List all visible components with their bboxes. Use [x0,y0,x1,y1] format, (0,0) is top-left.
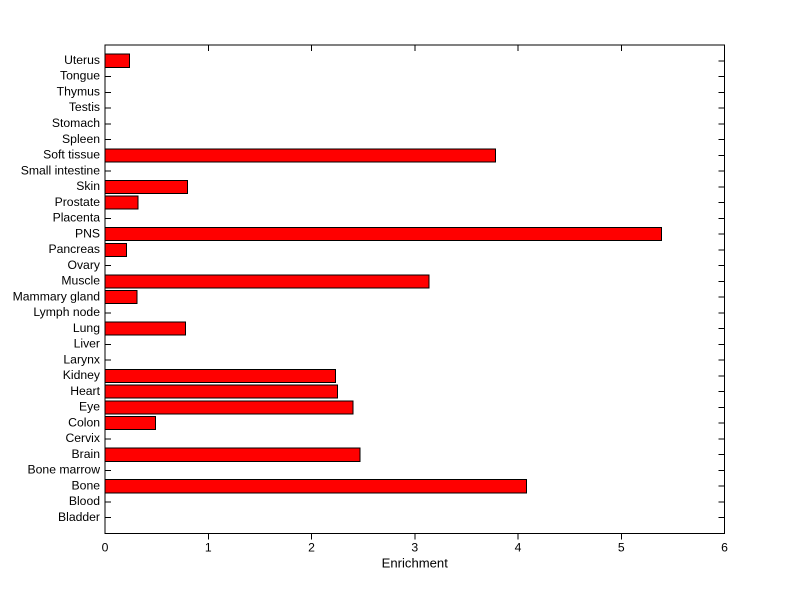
svg-text:Cervix: Cervix [65,431,100,445]
svg-text:Tongue: Tongue [60,69,100,83]
svg-text:Pancreas: Pancreas [49,242,101,256]
svg-text:Mammary gland: Mammary gland [13,289,100,303]
svg-text:Ovary: Ovary [67,258,100,272]
svg-text:Small intestine: Small intestine [21,163,100,177]
svg-text:Kidney: Kidney [63,368,101,382]
svg-text:3: 3 [411,541,418,555]
svg-text:PNS: PNS [75,226,100,240]
svg-text:2: 2 [308,541,315,555]
svg-text:Prostate: Prostate [55,195,101,209]
svg-text:4: 4 [515,541,522,555]
svg-text:Brain: Brain [72,447,100,461]
svg-text:Uterus: Uterus [64,53,100,67]
svg-text:Bone: Bone [72,478,101,492]
svg-text:Blood: Blood [69,494,100,508]
svg-text:Heart: Heart [70,384,100,398]
svg-text:Lymph node: Lymph node [33,305,100,319]
svg-text:Liver: Liver [74,337,100,351]
svg-text:Enrichment: Enrichment [382,556,449,571]
svg-text:Eye: Eye [79,400,100,414]
svg-text:Bladder: Bladder [58,510,100,524]
svg-text:Spleen: Spleen [62,132,100,146]
svg-text:0: 0 [102,541,109,555]
svg-text:Lung: Lung [73,321,100,335]
svg-text:Colon: Colon [68,415,100,429]
svg-text:Thymus: Thymus [57,84,100,98]
svg-text:Larynx: Larynx [63,352,100,366]
svg-text:Testis: Testis [69,100,100,114]
svg-text:Placenta: Placenta [53,211,101,225]
svg-text:1: 1 [205,541,212,555]
svg-text:Stomach: Stomach [52,116,100,130]
svg-text:Skin: Skin [76,179,100,193]
svg-text:Soft tissue: Soft tissue [43,148,100,162]
svg-text:6: 6 [721,541,728,555]
svg-text:Bone marrow: Bone marrow [28,463,101,477]
svg-text:Muscle: Muscle [61,274,100,288]
svg-text:5: 5 [618,541,625,555]
